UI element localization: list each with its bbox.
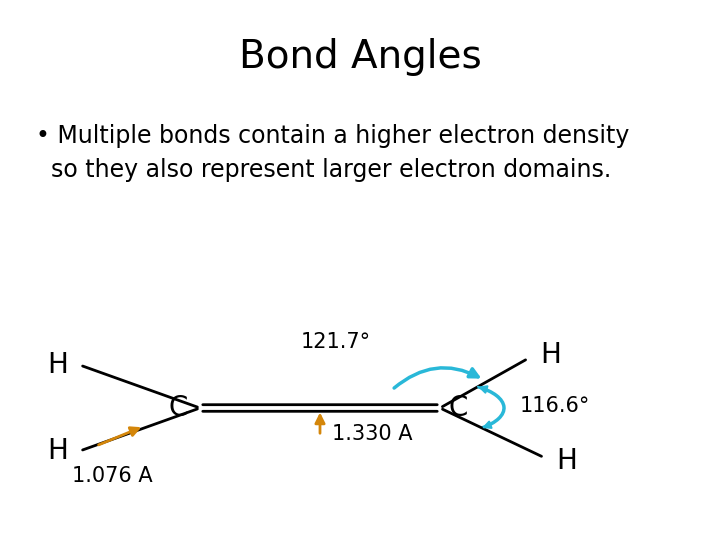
Text: 1.076 A: 1.076 A bbox=[72, 465, 153, 486]
Text: C: C bbox=[168, 394, 188, 422]
Text: 1.330 A: 1.330 A bbox=[332, 424, 413, 444]
Text: H: H bbox=[540, 341, 561, 369]
Text: 116.6°: 116.6° bbox=[520, 396, 590, 416]
Text: Bond Angles: Bond Angles bbox=[238, 38, 482, 76]
Text: 121.7°: 121.7° bbox=[301, 332, 371, 352]
Text: H: H bbox=[556, 447, 577, 475]
Text: H: H bbox=[47, 437, 68, 465]
Text: • Multiple bonds contain a higher electron density
  so they also represent larg: • Multiple bonds contain a higher electr… bbox=[36, 124, 629, 181]
Text: C: C bbox=[448, 394, 467, 422]
Text: H: H bbox=[47, 351, 68, 379]
